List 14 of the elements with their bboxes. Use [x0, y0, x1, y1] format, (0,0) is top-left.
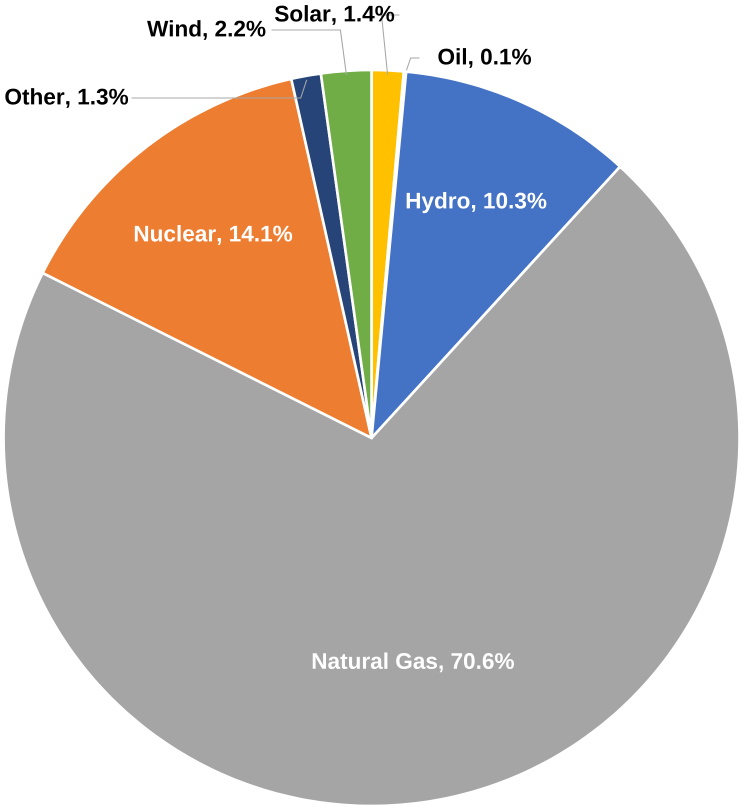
- slice-label: Nuclear: [134, 225, 216, 242]
- slice-label: Other: [5, 88, 64, 105]
- slice-label: Hydro: [406, 192, 470, 214]
- data-label: , 1.4%: [332, 6, 394, 25]
- data-label: , 14.1%: [218, 226, 292, 245]
- slice-label: Oil: [438, 48, 466, 65]
- data-label: , 2.2%: [204, 20, 266, 40]
- slice-label: Wind: [147, 20, 201, 37]
- data-label: , 10.3%: [472, 192, 546, 212]
- data-label: , 70.6%: [440, 653, 514, 672]
- data-label: , 1.3%: [66, 88, 128, 108]
- data-label: , 0.1%: [469, 48, 532, 68]
- slice-label: Solar: [275, 5, 330, 22]
- slice-label: Natural Gas: [312, 652, 438, 670]
